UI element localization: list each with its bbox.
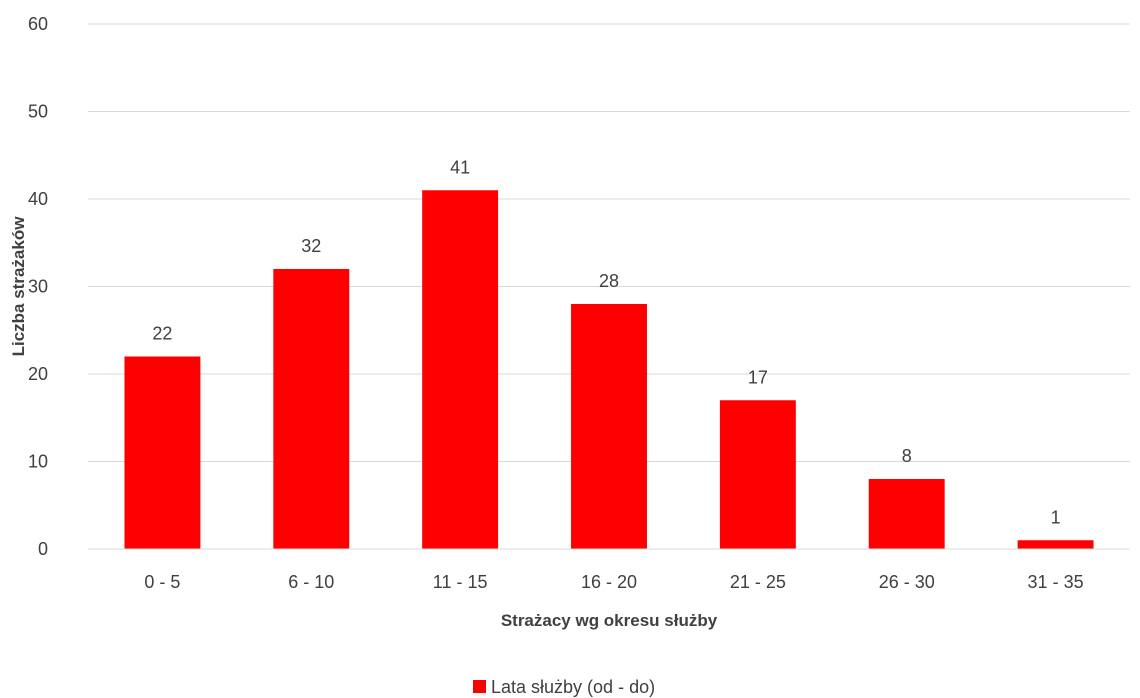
legend-swatch — [473, 680, 486, 693]
y-tick-label: 10 — [28, 452, 48, 472]
y-axis-title: Liczba strażaków — [9, 216, 28, 357]
data-label: 17 — [748, 367, 768, 387]
bar — [422, 190, 499, 549]
y-tick-label: 50 — [28, 102, 48, 122]
x-tick-label: 21 - 25 — [730, 572, 786, 592]
data-label: 22 — [152, 324, 172, 344]
data-label: 32 — [301, 236, 321, 256]
x-tick-label: 26 - 30 — [879, 572, 935, 592]
data-label: 41 — [450, 157, 470, 177]
data-labels: 22 32 41 28 17 8 1 — [152, 157, 1060, 527]
data-label: 8 — [902, 446, 912, 466]
gridlines — [88, 23, 1130, 462]
legend: Lata służby (od - do) — [473, 677, 655, 697]
bar — [1017, 540, 1094, 549]
bars — [124, 190, 1094, 549]
y-tick-label: 0 — [38, 539, 48, 559]
x-axis-title: Strażacy wg okresu służby — [501, 611, 718, 630]
x-tick-label: 11 - 15 — [433, 572, 488, 592]
bar — [273, 269, 350, 549]
x-tick-label: 0 - 5 — [144, 572, 180, 592]
x-axis-ticks: 0 - 5 6 - 10 11 - 15 16 - 20 21 - 25 26 - 30 3… — [144, 572, 1083, 592]
y-tick-label: 60 — [28, 14, 48, 34]
bar — [719, 400, 796, 549]
x-tick-label: 31 - 35 — [1028, 572, 1084, 592]
bar — [868, 479, 945, 549]
legend-label: Lata służby (od - do) — [491, 677, 655, 697]
bar — [571, 304, 647, 549]
y-tick-label: 40 — [28, 189, 48, 209]
y-tick-label: 30 — [28, 277, 48, 297]
y-axis-ticks: 0 10 20 30 40 50 60 — [28, 14, 48, 559]
data-label: 28 — [599, 271, 619, 291]
x-tick-label: 16 - 20 — [581, 572, 637, 592]
x-tick-label: 6 - 10 — [288, 572, 334, 592]
data-label: 1 — [1051, 507, 1061, 527]
bar — [124, 356, 201, 549]
y-tick-label: 20 — [28, 364, 48, 384]
